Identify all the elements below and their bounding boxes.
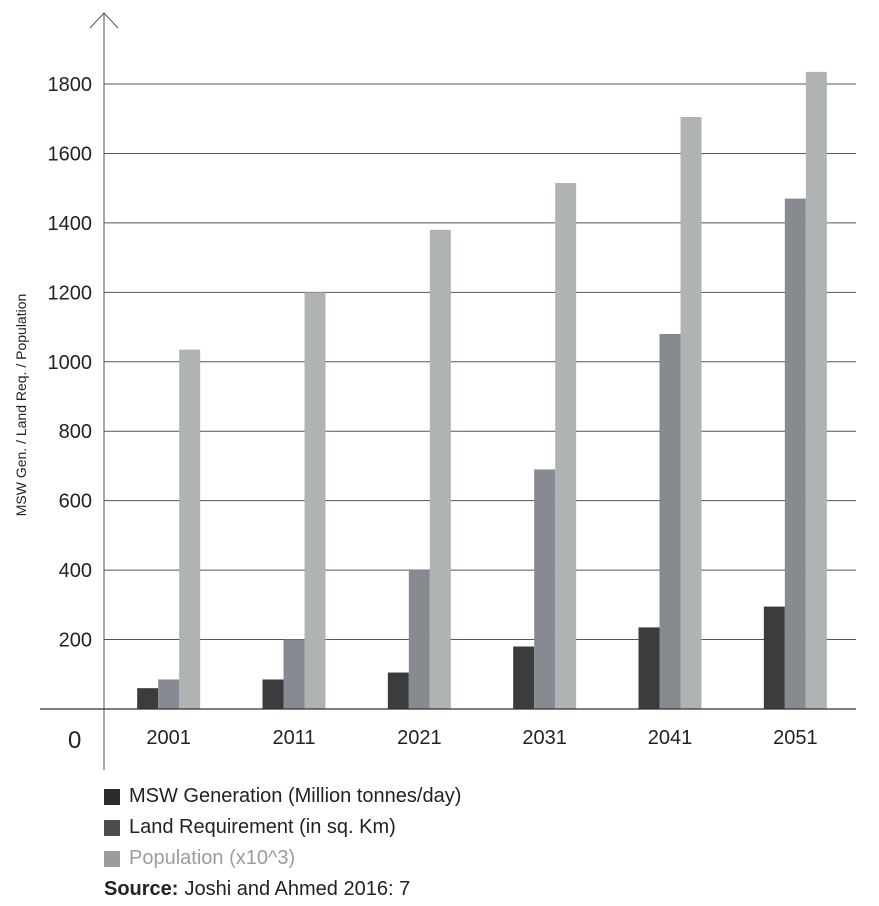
y-axis-arrow xyxy=(89,12,119,29)
bar-land-2001 xyxy=(158,679,180,709)
x-tick-label-2011: 2011 xyxy=(272,727,315,749)
bar-population-2011 xyxy=(304,292,326,709)
bar-population-2001 xyxy=(179,349,201,709)
bar-msw-2011 xyxy=(262,679,284,709)
x-tick-label-2051: 2051 xyxy=(773,727,818,749)
bar-population-2041 xyxy=(680,116,702,710)
x-tick-label-2021: 2021 xyxy=(397,727,442,749)
bar-msw-2041 xyxy=(638,627,660,709)
y-tick-labels: 200 400 600 800 1000 1200 1400 1600 1800 xyxy=(48,74,93,652)
axes xyxy=(40,12,856,770)
x-tick-label-2031: 2031 xyxy=(522,727,567,749)
bar-land-2031 xyxy=(534,469,556,709)
bar-chart: 200 400 600 800 1000 1200 1400 1600 1800 2001 201… xyxy=(13,12,856,770)
y-tick-label-1200: 1200 xyxy=(48,282,93,304)
bar-msw-2001 xyxy=(137,688,159,709)
bar-population-2051 xyxy=(805,71,827,709)
bar-land-2051 xyxy=(784,198,806,710)
legend-swatch-land-requirement xyxy=(104,819,120,836)
bar-msw-2031 xyxy=(513,646,535,709)
legend: MSW Generation (Million tonnes/day) Land… xyxy=(104,781,461,905)
bar-land-2041 xyxy=(659,334,681,709)
bars xyxy=(137,71,827,710)
x-tick-label-2041: 2041 xyxy=(648,727,693,749)
x-tick-labels: 2001 2011 2021 2031 2041 2051 xyxy=(146,727,817,749)
grid-lines xyxy=(104,83,856,641)
legend-item-msw-generation: MSW Generation (Million tonnes/day) xyxy=(104,781,461,812)
source-label: Source: xyxy=(104,878,179,900)
bar-msw-2021 xyxy=(387,672,409,709)
legend-label-land-requirement: Land Requirement (in sq. Km) xyxy=(129,816,396,838)
source-note: Source: Joshi and Ahmed 2016: 7 xyxy=(104,874,461,905)
y-tick-label-1600: 1600 xyxy=(48,143,93,165)
y-tick-label-1000: 1000 xyxy=(48,352,93,374)
y-tick-label-600: 600 xyxy=(59,491,92,513)
legend-label-population: Population (x10^3) xyxy=(129,847,296,869)
legend-item-population: Population (x10^3) xyxy=(104,843,461,874)
y-tick-label-1800: 1800 xyxy=(48,74,93,96)
legend-swatch-population xyxy=(104,850,120,867)
y-tick-label-200: 200 xyxy=(59,630,92,652)
y-tick-label-800: 800 xyxy=(59,421,92,443)
bar-land-2011 xyxy=(283,639,305,709)
zero-label: 0 xyxy=(68,727,81,754)
y-tick-label-1400: 1400 xyxy=(48,213,93,235)
bar-population-2021 xyxy=(429,229,451,710)
legend-label-msw-generation: MSW Generation (Million tonnes/day) xyxy=(129,785,462,807)
legend-item-land-requirement: Land Requirement (in sq. Km) xyxy=(104,812,461,843)
x-tick-label-2001: 2001 xyxy=(146,727,191,749)
bar-population-2031 xyxy=(555,182,577,710)
y-tick-label-400: 400 xyxy=(59,560,92,582)
bar-land-2021 xyxy=(408,570,430,709)
source-text: Joshi and Ahmed 2016: 7 xyxy=(184,878,411,900)
bar-msw-2051 xyxy=(763,606,785,709)
y-axis-label: MSW Gen. / Land Req. / Population xyxy=(13,294,29,517)
legend-swatch-msw-generation xyxy=(104,788,120,805)
